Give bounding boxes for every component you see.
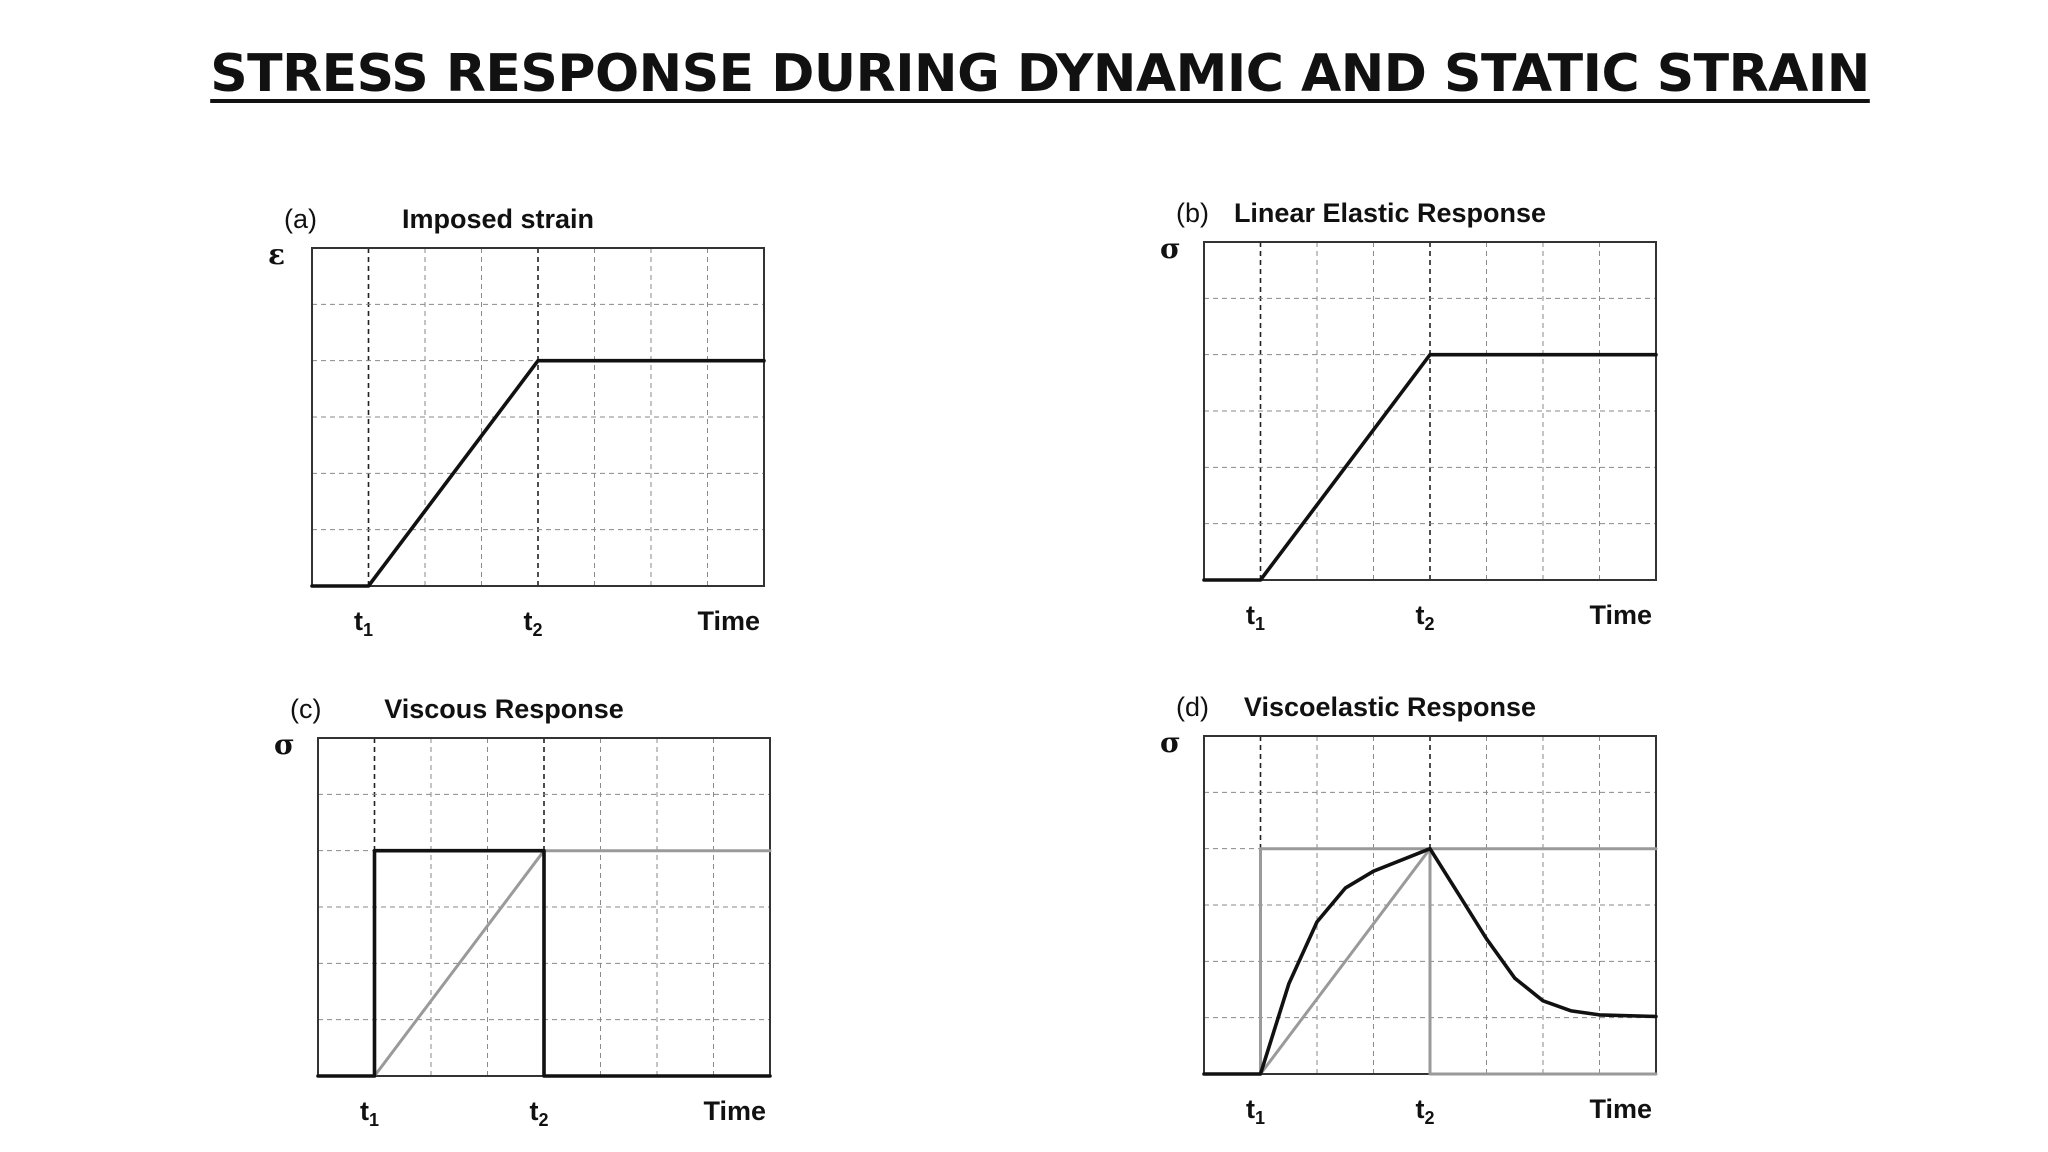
x-tick-label: t2 [1415, 600, 1434, 634]
x-tick-label: t2 [529, 1096, 548, 1130]
panel-label: (a) [284, 204, 317, 234]
x-tick-subscript: 1 [1255, 614, 1265, 634]
x-tick-label: t2 [1415, 1094, 1434, 1128]
chart-panel-1: (a) Imposed strain ε Time t1 t2 [268, 204, 766, 640]
chart-title: Imposed strain [402, 204, 594, 234]
y-axis-label: σ [1160, 726, 1181, 759]
y-axis-label: ε [268, 238, 285, 271]
x-axis-label: Time [703, 1096, 766, 1126]
x-tick-label: t1 [354, 606, 373, 640]
x-tick-label: t1 [1246, 600, 1265, 634]
x-tick-subscript: 2 [538, 1110, 548, 1130]
chart-panel-4: (d) Viscoelastic Response σ Time t1 t2 [1160, 692, 1658, 1128]
chart-panel-3: (c) Viscous Response σ Time t1 t2 [274, 694, 772, 1130]
response-series-line [1202, 352, 1658, 582]
x-axis-label: Time [697, 606, 760, 636]
panel-label: (b) [1176, 198, 1209, 228]
response-series-line [316, 848, 772, 1078]
y-axis-label: σ [1160, 232, 1181, 265]
x-tick-subscript: 2 [1424, 1108, 1434, 1128]
x-tick-subscript: 2 [1424, 614, 1434, 634]
plot-frame [311, 247, 765, 587]
x-tick-label: t1 [1246, 1094, 1265, 1128]
x-tick-subscript: 2 [532, 620, 542, 640]
x-axis-label: Time [1589, 600, 1652, 630]
x-tick-subscript: 1 [369, 1110, 379, 1130]
response-series-line [1202, 846, 1658, 1076]
x-tick-label: t1 [360, 1096, 379, 1130]
y-axis-label: σ [274, 728, 295, 761]
slide-title: STRESS RESPONSE DURING DYNAMIC AND STATI… [210, 44, 1870, 104]
x-axis-label: Time [1589, 1094, 1652, 1124]
chart-panel-2: (b) Linear Elastic Response σ Time t1 t2 [1160, 198, 1658, 634]
plot-frame [1203, 241, 1657, 581]
response-series-line [310, 358, 766, 588]
panel-label: (c) [290, 694, 321, 724]
panel-label: (d) [1176, 692, 1209, 722]
chart-title: Linear Elastic Response [1234, 198, 1546, 228]
chart-title: Viscous Response [384, 694, 624, 724]
x-tick-label: t2 [523, 606, 542, 640]
x-tick-subscript: 1 [363, 620, 373, 640]
chart-title: Viscoelastic Response [1244, 692, 1536, 722]
x-tick-subscript: 1 [1255, 1108, 1265, 1128]
